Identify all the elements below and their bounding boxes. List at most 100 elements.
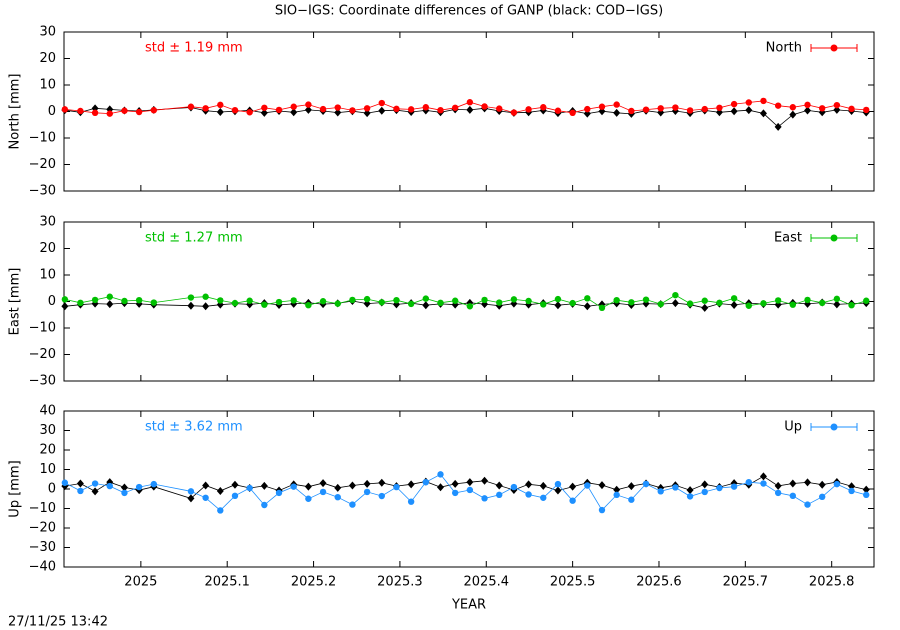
data-point xyxy=(759,472,767,481)
data-point xyxy=(730,100,738,108)
data-point xyxy=(231,299,239,307)
legend-symbol xyxy=(810,423,858,431)
y-axis-label: Up [mm] xyxy=(8,460,23,517)
data-point xyxy=(848,482,856,491)
data-point xyxy=(451,489,459,497)
data-point xyxy=(393,105,400,113)
data-point xyxy=(246,109,253,116)
x-tick-label: 2025.1 xyxy=(204,575,250,590)
timestamp: 27/11/25 13:42 xyxy=(8,615,108,630)
data-point xyxy=(657,300,664,308)
data-point xyxy=(569,482,577,491)
data-point xyxy=(150,480,158,488)
data-point xyxy=(135,483,143,491)
data-point xyxy=(319,105,327,113)
data-point xyxy=(598,481,606,490)
data-point xyxy=(848,302,855,309)
data-point xyxy=(349,107,356,114)
data-point xyxy=(378,478,386,487)
data-point xyxy=(745,106,753,115)
data-point xyxy=(121,489,128,497)
data-point xyxy=(437,299,444,307)
data-point xyxy=(481,103,488,110)
legend-symbol xyxy=(810,44,858,52)
data-point xyxy=(642,480,650,488)
data-point xyxy=(804,478,812,487)
data-point xyxy=(716,104,723,111)
data-point xyxy=(451,479,459,488)
data-point xyxy=(91,480,99,487)
data-point xyxy=(451,104,459,111)
data-point xyxy=(275,489,283,497)
data-point xyxy=(202,105,209,112)
data-point xyxy=(613,108,621,117)
data-point xyxy=(613,296,620,304)
data-point xyxy=(818,493,826,500)
data-point xyxy=(833,295,841,303)
data-point xyxy=(290,108,298,117)
data-point xyxy=(216,108,224,117)
data-point xyxy=(760,300,767,307)
data-point xyxy=(862,485,870,494)
data-point xyxy=(554,486,562,495)
data-point xyxy=(61,479,69,486)
data-point xyxy=(554,480,562,488)
data-point xyxy=(348,481,356,490)
y-tick-label: −30 xyxy=(29,374,56,389)
data-point xyxy=(789,110,797,119)
data-point xyxy=(774,297,782,304)
data-point xyxy=(569,299,576,307)
data-point xyxy=(745,99,752,106)
data-point xyxy=(77,487,84,495)
data-point xyxy=(466,478,474,487)
data-point xyxy=(150,106,158,114)
data-point xyxy=(804,296,811,304)
data-point xyxy=(466,105,474,114)
data-point xyxy=(187,103,195,110)
data-point xyxy=(759,109,767,118)
data-point xyxy=(319,298,327,305)
data-point xyxy=(217,507,224,514)
data-point xyxy=(745,302,752,309)
data-point xyxy=(202,302,210,311)
data-point xyxy=(187,294,195,301)
data-point xyxy=(231,106,239,114)
data-point xyxy=(760,97,767,105)
data-point xyxy=(716,299,723,307)
data-point xyxy=(848,105,855,113)
x-tick-label: 2025.4 xyxy=(464,575,510,590)
data-point xyxy=(466,486,474,494)
data-point xyxy=(510,483,518,491)
data-point xyxy=(686,107,694,114)
y-axis-label: East [mm] xyxy=(8,268,23,336)
data-point xyxy=(496,299,503,306)
x-tick-label: 2025.8 xyxy=(809,575,855,590)
data-point xyxy=(496,491,503,499)
legend-symbol xyxy=(810,234,858,242)
data-point xyxy=(334,493,341,501)
data-point xyxy=(393,296,400,304)
data-point xyxy=(583,302,591,311)
y-tick-label: 10 xyxy=(39,268,56,283)
data-point xyxy=(701,297,708,304)
data-point xyxy=(261,501,268,509)
data-point xyxy=(848,487,855,495)
data-point xyxy=(275,106,283,114)
x-axis-label: YEAR xyxy=(451,598,486,613)
data-point xyxy=(77,299,84,307)
data-point xyxy=(730,300,738,309)
data-point xyxy=(540,494,547,501)
x-tick-label: 2025.6 xyxy=(636,575,682,590)
data-point xyxy=(422,301,430,310)
y-tick-label: −20 xyxy=(29,347,56,362)
data-point xyxy=(290,103,297,110)
y-tick-label: −10 xyxy=(29,321,56,336)
data-point xyxy=(217,101,224,109)
data-point xyxy=(774,122,782,131)
data-point xyxy=(305,302,312,309)
data-point xyxy=(833,105,841,114)
data-point xyxy=(833,101,841,109)
data-point xyxy=(525,480,533,489)
data-point xyxy=(91,109,99,117)
